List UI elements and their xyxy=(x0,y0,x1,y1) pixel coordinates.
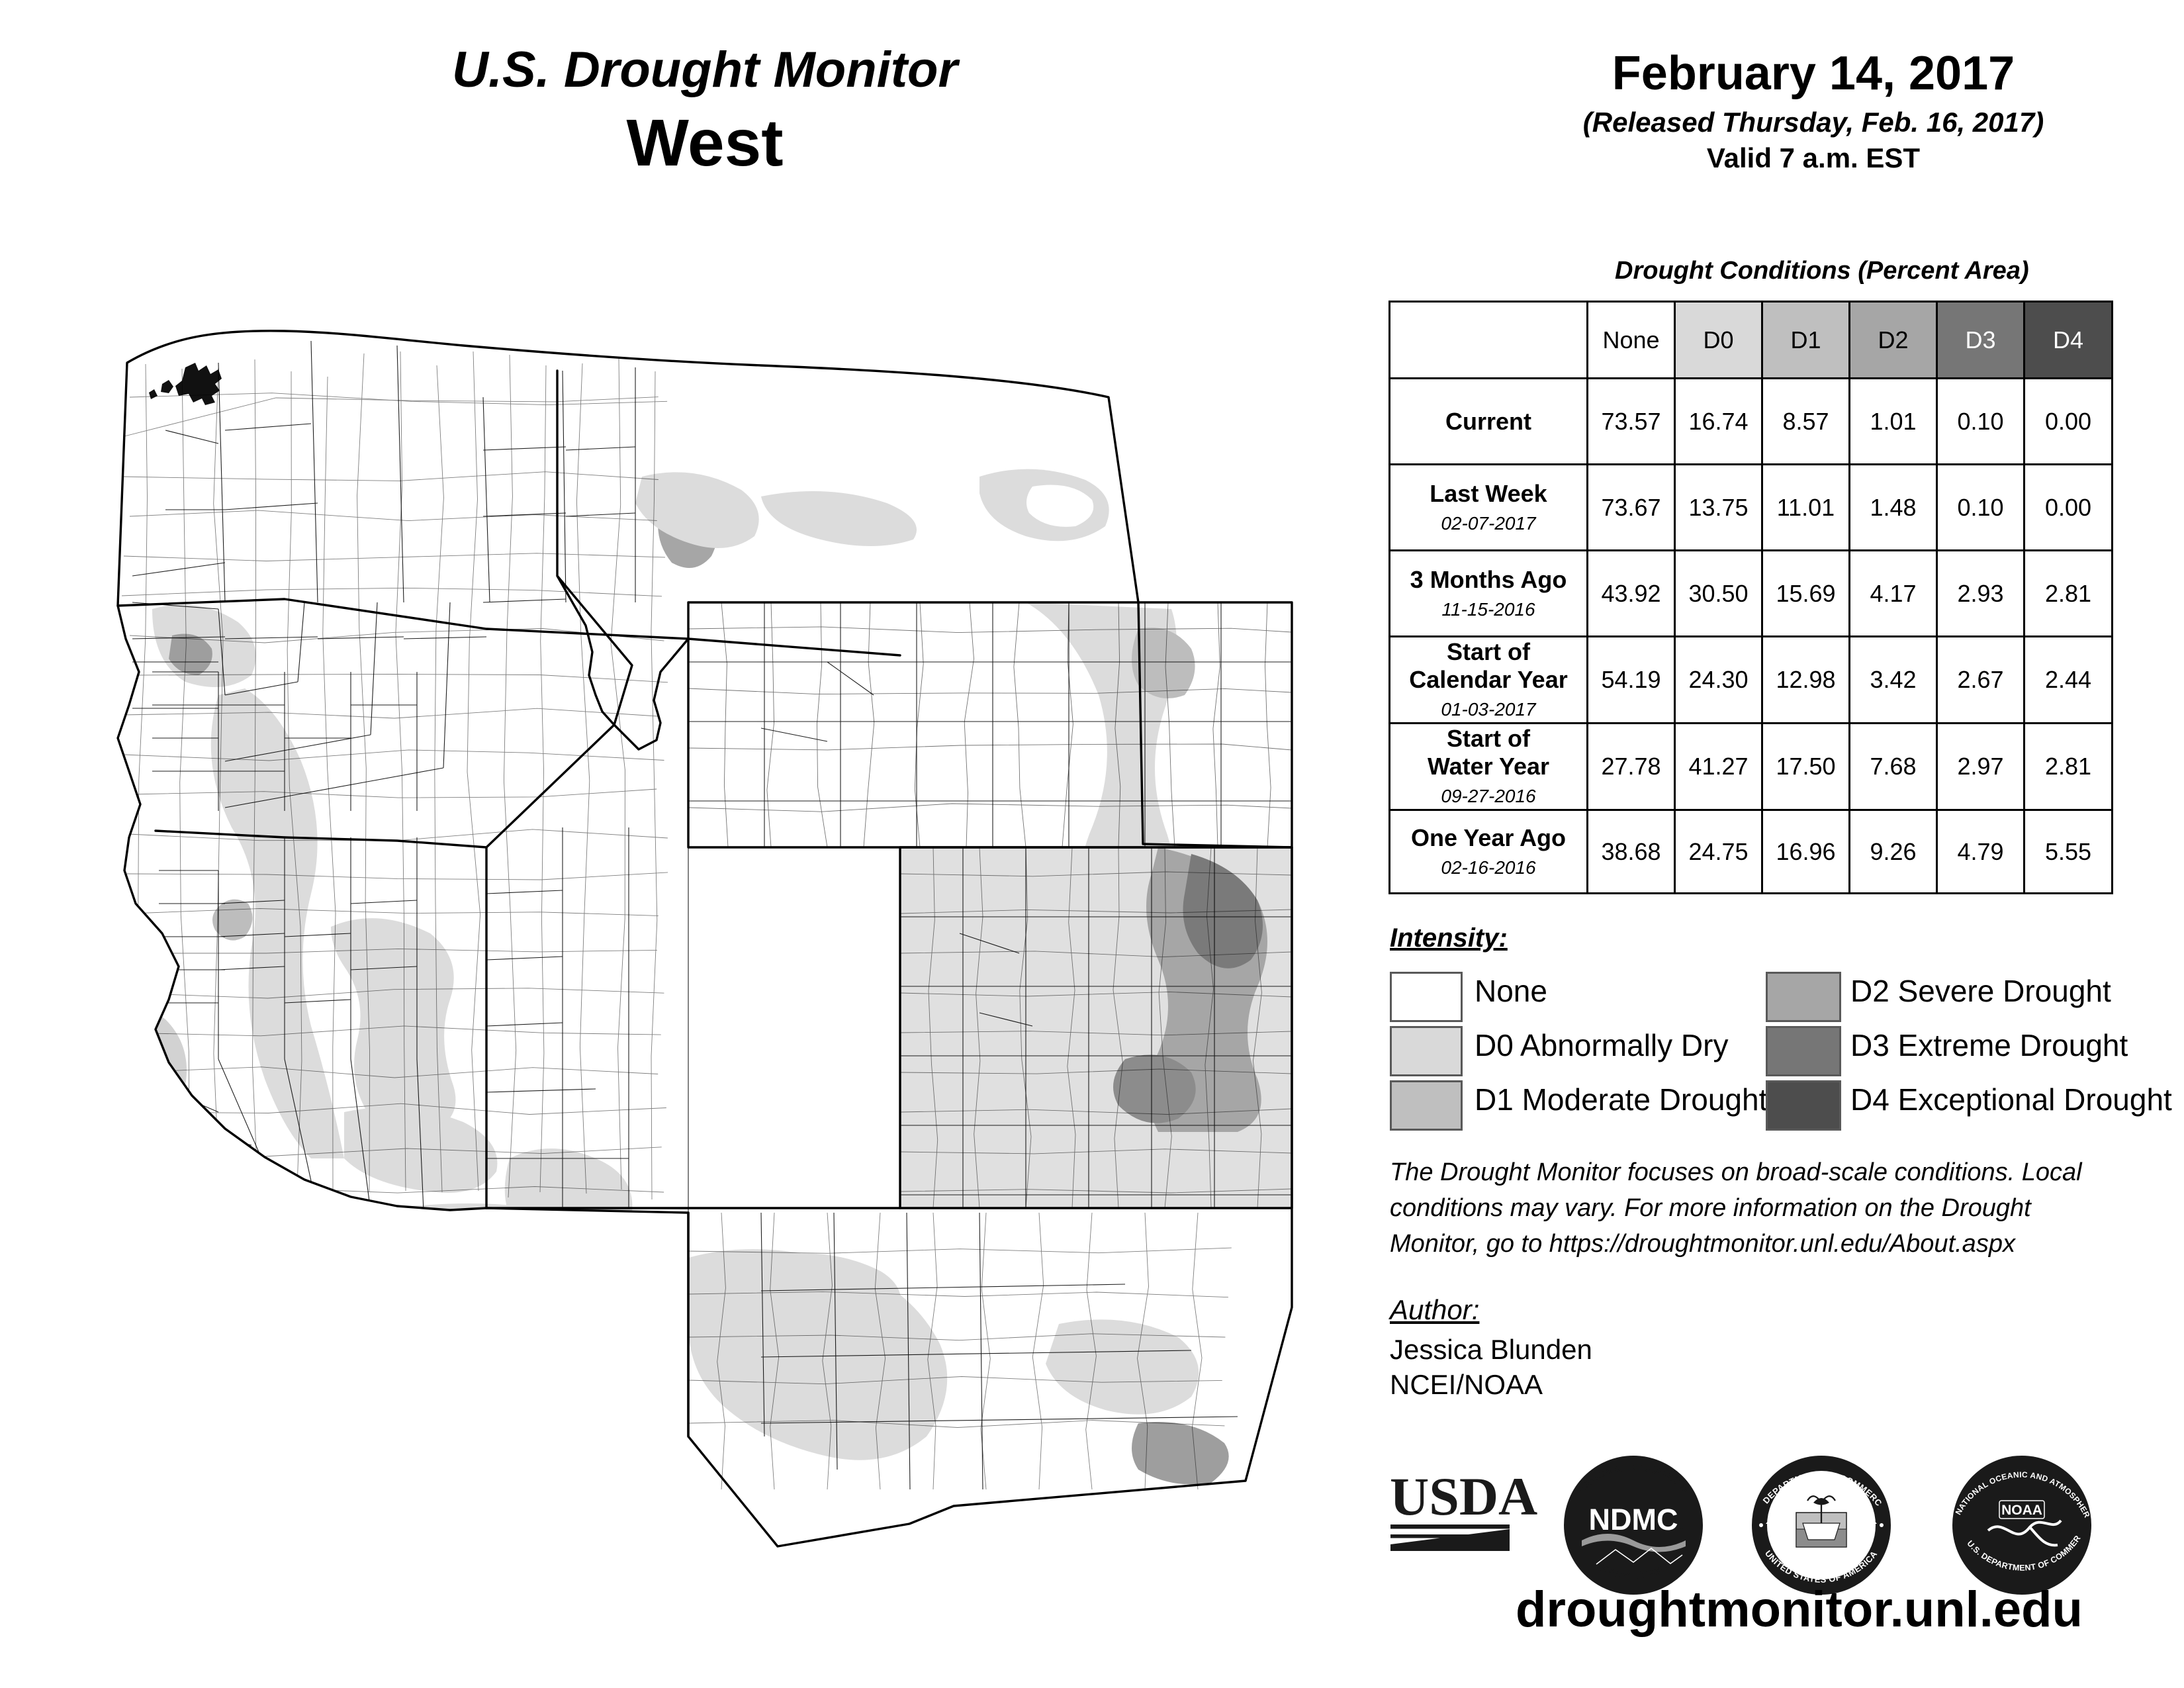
svg-text:NOAA: NOAA xyxy=(2001,1503,2042,1518)
svg-text:USDA: USDA xyxy=(1390,1466,1537,1526)
svg-text:NDMC: NDMC xyxy=(1589,1503,1678,1536)
